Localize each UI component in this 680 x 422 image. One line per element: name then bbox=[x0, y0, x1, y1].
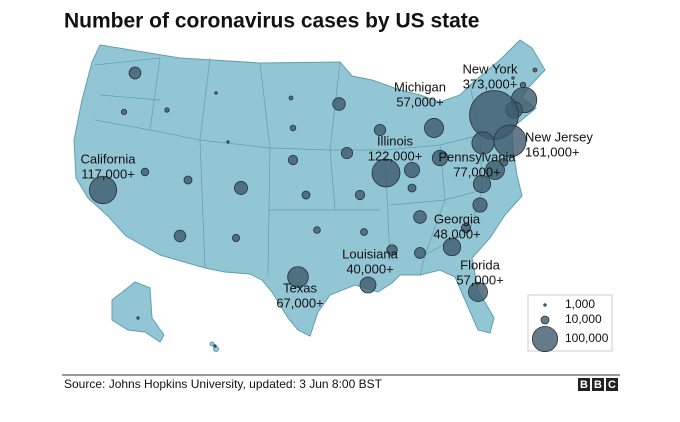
case-bubble bbox=[183, 175, 193, 185]
case-bubble bbox=[404, 162, 420, 178]
legend-bubble bbox=[540, 315, 550, 325]
state-name: Georgia bbox=[434, 211, 481, 226]
legend-bubble bbox=[531, 325, 559, 353]
alaska bbox=[111, 281, 165, 343]
case-bubble bbox=[471, 131, 495, 155]
state-name: Florida bbox=[460, 257, 501, 272]
case-bubble bbox=[288, 95, 294, 101]
state-value: 77,000+ bbox=[453, 164, 500, 179]
state-value: 117,000+ bbox=[81, 166, 135, 181]
case-bubble bbox=[226, 140, 230, 144]
case-bubble bbox=[301, 190, 311, 200]
case-bubble bbox=[373, 123, 387, 137]
case-bubble bbox=[340, 146, 354, 160]
state-value: 57,000+ bbox=[396, 94, 443, 109]
case-bubble bbox=[485, 160, 505, 180]
case-bubble bbox=[213, 344, 217, 348]
case-bubble bbox=[468, 282, 488, 302]
title: Number of coronavirus cases by US state bbox=[64, 10, 479, 33]
legend-bubble bbox=[543, 303, 547, 307]
case-bubble bbox=[332, 97, 346, 111]
case-bubble bbox=[460, 222, 472, 234]
state-name: New York bbox=[463, 61, 518, 76]
state-name: California bbox=[81, 151, 137, 166]
state-value: 373,000+ bbox=[463, 76, 518, 91]
legend-label: 1,000 bbox=[565, 297, 595, 311]
case-bubble bbox=[511, 76, 515, 80]
legend-label: 10,000 bbox=[565, 312, 602, 326]
state-value: 67,000+ bbox=[276, 295, 323, 310]
state-value: 48,000+ bbox=[433, 226, 480, 241]
case-bubble bbox=[232, 234, 240, 242]
legend-label: 100,000 bbox=[565, 331, 609, 345]
case-bubble bbox=[431, 149, 449, 167]
case-bubble bbox=[173, 229, 187, 243]
case-bubble bbox=[313, 226, 321, 234]
case-bubble bbox=[532, 67, 538, 73]
case-bubble bbox=[214, 91, 218, 95]
case-bubble bbox=[289, 124, 297, 132]
case-bubble bbox=[414, 247, 426, 259]
state-name: New Jersey bbox=[525, 129, 593, 144]
case-bubble bbox=[140, 167, 150, 177]
case-bubble bbox=[424, 118, 444, 138]
case-bubble bbox=[359, 276, 377, 294]
case-bubble bbox=[120, 108, 128, 116]
case-bubble bbox=[519, 81, 527, 89]
state-name: Louisiana bbox=[342, 246, 398, 261]
case-bubble bbox=[442, 237, 462, 257]
case-bubble bbox=[128, 66, 142, 80]
case-bubble bbox=[472, 174, 492, 194]
case-bubble bbox=[360, 228, 368, 236]
case-bubble bbox=[88, 175, 118, 205]
source: Source: Johns Hopkins University, update… bbox=[64, 377, 383, 391]
us-map bbox=[73, 39, 546, 352]
case-bubble bbox=[136, 316, 140, 320]
hawaii bbox=[209, 341, 215, 347]
state-value: 122,000+ bbox=[368, 148, 423, 163]
case-bubble bbox=[287, 154, 299, 166]
mainland bbox=[73, 39, 546, 337]
logo-text: BBC bbox=[580, 379, 616, 391]
state-name: Michigan bbox=[394, 79, 446, 94]
case-bubble bbox=[413, 210, 427, 224]
case-bubble bbox=[499, 157, 509, 167]
state-name: Illinois bbox=[377, 133, 414, 148]
case-bubble bbox=[407, 183, 417, 193]
state-value: 161,000+ bbox=[525, 144, 580, 159]
case-bubble bbox=[164, 107, 170, 113]
case-bubble bbox=[371, 158, 401, 188]
state-value: 40,000+ bbox=[346, 261, 393, 276]
state-name: Texas bbox=[283, 280, 317, 295]
state-value: 57,000+ bbox=[456, 272, 503, 287]
logo: BBC bbox=[578, 378, 618, 391]
case-bubble bbox=[234, 181, 248, 195]
case-bubble bbox=[472, 197, 488, 213]
state-name: Pennsylvania bbox=[438, 149, 516, 164]
case-bubble bbox=[287, 266, 309, 288]
case-bubble bbox=[386, 244, 398, 256]
case-bubble bbox=[354, 189, 366, 201]
